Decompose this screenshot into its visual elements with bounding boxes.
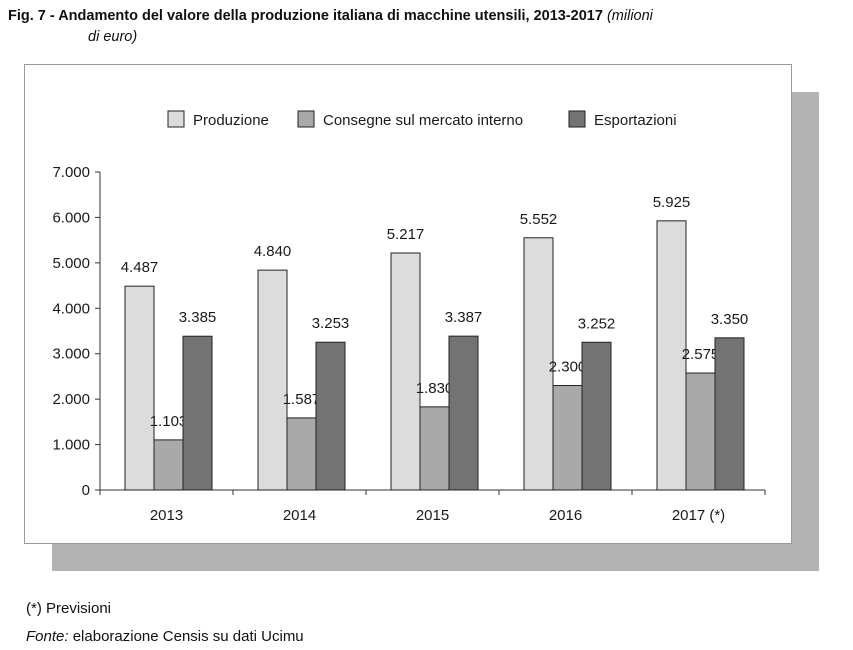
bar-produzione [124,285,155,491]
legend-label: Esportazioni [594,112,677,129]
y-tick-label: 0 [82,482,90,499]
y-tick-label: 6.000 [52,209,90,226]
x-tick-label: 2014 [283,507,316,524]
data-label: 5.217 [387,226,425,243]
data-label: 2.300 [549,359,587,376]
data-label: 3.387 [445,309,483,326]
legend-swatch [167,110,185,128]
bar-consegne [419,406,450,491]
bar-produzione [390,252,421,491]
x-tick-label: 2013 [150,507,183,524]
bar-consegne [153,439,184,491]
data-label: 3.252 [578,315,616,332]
forecast-note: (*) Previsioni [26,600,112,617]
legend-swatch [568,110,586,128]
figure-title-unit-line2: di euro) [88,29,138,45]
bar-esportazioni [315,341,346,491]
figure-title: Fig. 7 - Andamento del valore della prod… [8,6,838,48]
bar-consegne [286,417,317,491]
source-note: Fonte: elaborazione Censis su dati Ucimu [26,628,304,645]
x-tick-label: 2015 [416,507,449,524]
data-label: 3.253 [312,315,350,332]
y-tick-label: 1.000 [52,437,90,454]
legend-label: Produzione [193,112,269,129]
bar-produzione [523,237,554,491]
legend-swatch [297,110,315,128]
bar-consegne [552,385,583,491]
data-label: 2.575 [682,346,720,363]
data-label: 3.385 [179,309,217,326]
bar-produzione [656,220,687,491]
bar-esportazioni [182,335,213,491]
legend-label: Consegne sul mercato interno [323,112,523,129]
bar-produzione [257,269,288,491]
data-label: 3.350 [711,311,749,328]
bar-consegne [685,372,716,491]
data-label: 4.840 [254,243,292,260]
data-label: 1.830 [416,380,454,397]
figure-title-unit: (milioni [606,8,653,24]
x-tick-label: 2017 (*) [672,507,725,524]
data-label: 1.587 [283,391,321,408]
x-tick-label: 2016 [549,507,582,524]
data-label: 1.103 [150,413,188,430]
bar-esportazioni [581,341,612,491]
y-tick-label: 4.000 [52,300,90,317]
figure-title-main: Fig. 7 - Andamento del valore della prod… [8,8,603,24]
data-label: 4.487 [121,259,159,276]
y-tick-label: 7.000 [52,164,90,181]
source-text: elaborazione Censis su dati Ucimu [72,628,304,645]
source-label: Fonte: [26,628,69,645]
data-label: 5.925 [653,194,691,211]
bar-esportazioni [448,335,479,491]
y-tick-label: 3.000 [52,346,90,363]
data-label: 5.552 [520,211,558,228]
y-tick-label: 2.000 [52,391,90,408]
bar-chart: 0 1.000 2.000 3.000 4.000 5.000 6.000 7.000 4.48… [52,110,766,524]
y-tick-label: 5.000 [52,255,90,272]
bar-esportazioni [714,337,745,491]
